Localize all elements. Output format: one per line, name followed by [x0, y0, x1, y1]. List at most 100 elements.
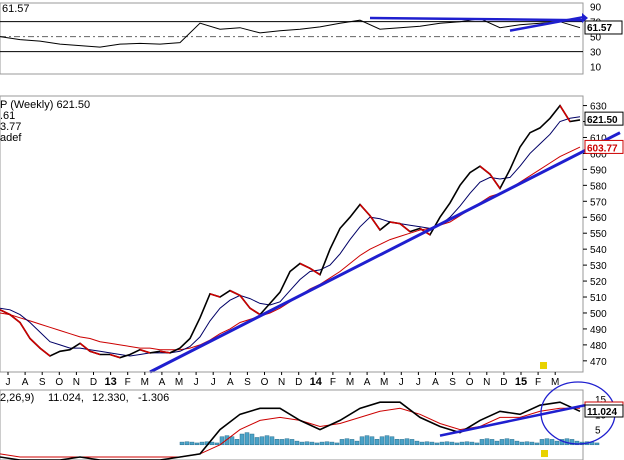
macd-histogram-bar [219, 436, 225, 446]
macd-histogram-bar [524, 441, 530, 446]
macd-histogram-bar [519, 441, 525, 446]
price-legend-entry: 3.77 [0, 121, 21, 133]
macd-histogram-bar [429, 441, 435, 446]
macd-value-badge [584, 404, 624, 418]
macd-histogram-bar [179, 441, 185, 446]
macd-histogram-bar [364, 435, 370, 446]
rsi-y-tick: 30 [590, 48, 602, 59]
price-legend-entry: P (Weekly) 621.50 [0, 99, 90, 111]
macd-panel: 2,26,9)11.024,12.330,-1.3065101512.33011… [0, 381, 624, 460]
price-value-text: 603.77 [587, 143, 618, 154]
x-tick-label: A [227, 377, 234, 388]
macd-histogram-bar [454, 442, 460, 446]
rsi-y-tick: 10 [590, 63, 602, 74]
macd-histogram-bar [414, 440, 420, 446]
x-tick-label: 14 [310, 376, 323, 388]
x-tick-label: O [261, 377, 269, 388]
macd-histogram-bar [334, 442, 340, 446]
macd-histogram-bar [379, 436, 385, 446]
price-y-tick: 470 [590, 357, 607, 368]
x-tick-label: 13 [104, 376, 116, 388]
macd-histogram-bar [279, 439, 285, 446]
macd-histogram-bar [244, 432, 250, 446]
rsi-panel: 61.57 103050709061.57 [0, 2, 623, 75]
x-tick-label: A [364, 377, 371, 388]
x-tick-label: F [125, 377, 131, 388]
macd-histogram-bar [444, 441, 450, 446]
macd-histogram-bar [539, 439, 545, 446]
price-down-segment [359, 203, 371, 217]
x-tick-label: M [551, 377, 559, 388]
rsi-arrow-icon [582, 12, 588, 23]
price-y-tick: 490 [590, 325, 607, 336]
macd-histogram-bar [484, 438, 490, 446]
price-down-segment [109, 353, 121, 359]
macd-histogram-bar [319, 441, 325, 446]
macd-histogram-bar [294, 440, 300, 446]
price-down-segment [89, 350, 101, 356]
macd-histogram-bar [499, 439, 505, 446]
macd-histogram-bar [384, 435, 390, 446]
price-y-tick: 550 [590, 229, 607, 240]
x-tick-label: 15 [515, 376, 527, 388]
macd-plot-frame [0, 389, 584, 460]
price-down-segment [19, 322, 31, 339]
macd-histogram-bar [514, 440, 520, 446]
rsi-line [0, 18, 581, 48]
price-down-segment [0, 309, 11, 316]
macd-legend-entry: 11.024, [48, 392, 84, 404]
x-tick-label: N [278, 377, 285, 388]
x-tick-label: N [483, 377, 490, 388]
x-tick-label: S [449, 377, 456, 388]
x-tick-label: S [244, 377, 251, 388]
price-event-marker [540, 362, 547, 369]
macd-histogram-bar [439, 441, 445, 446]
macd-histogram-bar [404, 438, 410, 446]
macd-histogram-bar [349, 439, 355, 446]
price-y-tick: 580 [590, 181, 607, 192]
macd-histogram-bar [284, 438, 290, 446]
macd-histogram-bar [534, 442, 540, 446]
price-down-segment [79, 342, 91, 352]
macd-histogram-bar [549, 439, 555, 446]
price-y-tick: 570 [590, 197, 607, 208]
rsi-y-tick: 50 [590, 33, 602, 44]
macd-histogram-bar [354, 440, 360, 446]
price-value-text: 621.50 [587, 115, 618, 126]
macd-histogram-bar [274, 439, 280, 446]
macd-y-tick: 15 [595, 395, 607, 406]
price-y-tick: 560 [590, 213, 607, 224]
macd-histogram-bar [464, 441, 470, 446]
macd-histogram-bar [509, 439, 515, 446]
macd-histogram-bar [199, 441, 205, 446]
rsi-plot-frame [0, 2, 584, 75]
price-down-segment [489, 173, 501, 189]
macd-histogram-bar [474, 442, 480, 446]
macd-histogram-bar [449, 441, 455, 446]
macd-histogram-bar [459, 441, 465, 446]
price-down-segment [369, 215, 381, 231]
price-trendline [149, 131, 621, 374]
x-tick-label: O [55, 377, 63, 388]
x-tick-label: J [194, 377, 199, 388]
price-down-segment [559, 105, 571, 122]
x-tick-label: J [211, 377, 216, 388]
macd-histogram-bar [409, 439, 415, 446]
x-tick-label: M [175, 377, 183, 388]
x-tick-label: F [535, 377, 541, 388]
macd-histogram-bar [594, 442, 600, 446]
fast-ma-line [0, 116, 581, 357]
macd-histogram-bar [229, 436, 235, 446]
rsi-trendline [509, 15, 584, 32]
macd-histogram-bar [369, 436, 375, 446]
price-y-tick: 510 [590, 293, 607, 304]
price-y-tick: 600 [590, 149, 607, 160]
macd-histogram-bar [239, 433, 245, 446]
macd-histogram-bar [189, 441, 195, 446]
macd-histogram-bar [494, 440, 500, 446]
macd-value-text: 11.024 [587, 407, 617, 418]
macd-histogram-bar [209, 441, 215, 446]
macd-histogram-bar [399, 439, 405, 446]
price-down-segment [139, 348, 151, 354]
price-y-tick: 590 [590, 165, 607, 176]
